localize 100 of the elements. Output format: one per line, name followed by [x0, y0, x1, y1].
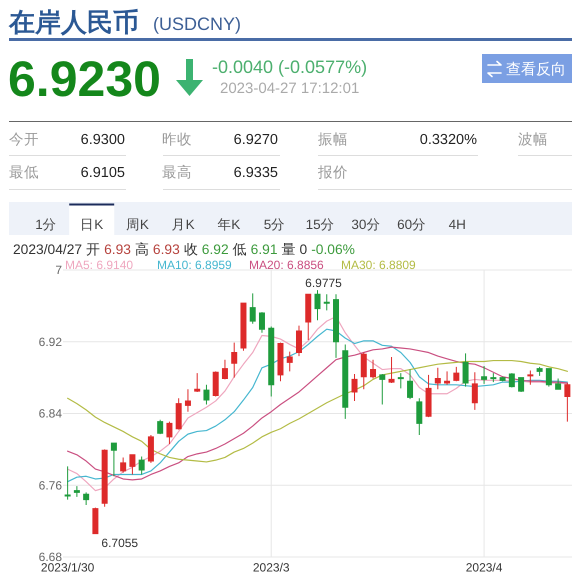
candlestick: [157, 419, 164, 435]
text: 6.91: [250, 242, 278, 257]
candlestick: [518, 377, 524, 392]
candlestick: [416, 398, 422, 436]
x-tick-label: 2023/4: [466, 560, 503, 573]
candlestick: [250, 292, 256, 324]
text: 6.92: [202, 242, 229, 257]
text: 在岸人民币: [8, 7, 139, 37]
candlestick: [296, 325, 302, 357]
candlestick: [324, 294, 330, 311]
candlestick: [360, 352, 367, 390]
text: 2023-04-27 17:12:01: [220, 80, 360, 97]
candlestick: [286, 351, 293, 372]
text: MA30: 6.8809: [341, 258, 416, 272]
candlestick: [370, 359, 376, 380]
candlestick: [240, 302, 246, 352]
text: 6.9270: [234, 132, 278, 148]
text: 0: [300, 242, 308, 257]
candlestick: [398, 372, 404, 389]
text: 日K: [80, 217, 104, 232]
text: 今开: [9, 131, 39, 148]
text: 最低: [9, 165, 39, 181]
text: -0.06%: [311, 242, 355, 257]
candlestick: [555, 378, 562, 390]
line-series: [67, 360, 568, 463]
text: 最高: [162, 164, 192, 181]
candlestick: [333, 294, 340, 358]
candlestick: [184, 388, 191, 412]
button: 查看反向: [482, 54, 572, 83]
text: 收: [184, 242, 198, 257]
candlestick: [166, 421, 172, 444]
candlestick: [129, 454, 136, 475]
candlestick: [342, 344, 348, 420]
candlestick: [546, 368, 552, 388]
text: 60分: [397, 217, 426, 232]
candlestick: [379, 374, 386, 406]
text: 1分: [35, 217, 57, 232]
candlestick: [426, 374, 432, 418]
text: 6.9230: [8, 51, 161, 107]
candlestick: [102, 448, 108, 508]
candlestick: [472, 372, 478, 410]
candlestick: [92, 507, 98, 535]
text: 6.93: [104, 242, 132, 257]
candlestick: [203, 384, 210, 406]
text: 低: [232, 242, 247, 257]
candlestick: [231, 342, 238, 378]
candlestick: [481, 365, 488, 384]
text: 报价: [317, 164, 348, 181]
y-tick-label: 7: [55, 263, 62, 277]
candlestick: [462, 352, 469, 388]
text: 年K: [217, 217, 240, 232]
text: 6.9335: [234, 165, 278, 181]
candlestick: [74, 486, 80, 498]
candlestick: [148, 434, 154, 464]
text: MA5: 6.9140: [65, 258, 134, 272]
text: 30分: [351, 217, 380, 232]
text: 2023/04/27: [13, 242, 82, 257]
text: 量: [282, 242, 296, 257]
y-tick-label: 6.84: [38, 406, 62, 420]
text: 5分: [264, 217, 286, 232]
text: 6.9105: [80, 165, 125, 181]
text: 6.93: [152, 242, 180, 257]
candlestick: [564, 382, 570, 422]
candlestick: [258, 312, 265, 334]
y-tick-label: 6.76: [38, 478, 62, 492]
candlestick: [352, 374, 358, 402]
x-tick-label: 2023/3: [252, 560, 290, 573]
candlestick: [110, 442, 117, 477]
text: 月K: [172, 217, 195, 232]
text: 昨收: [162, 131, 192, 148]
candlestick: [277, 342, 284, 382]
candlestick: [490, 372, 496, 383]
candlestick: [268, 326, 274, 397]
candlestick: [407, 369, 414, 400]
candlestick: [527, 370, 534, 386]
candlestick: [194, 372, 200, 392]
candlestick: [138, 456, 145, 475]
text: 周K: [126, 217, 149, 232]
candlestick: [83, 492, 90, 506]
y-tick-label: 6.92: [38, 334, 62, 349]
candlestick: [434, 367, 441, 390]
candlestick: [453, 366, 460, 382]
text: 4H: [448, 217, 466, 232]
text: 高: [134, 242, 149, 257]
text: MA10: 6.8959: [157, 258, 232, 272]
text: -0.0040 (-0.0577%): [212, 57, 368, 77]
annotation: 6.9775: [305, 276, 342, 290]
candlestick: [64, 466, 71, 500]
candlestick: [222, 359, 228, 380]
candlestick: [314, 290, 320, 321]
text: 0.3320%: [420, 132, 478, 148]
candlestick: [444, 370, 450, 386]
candlestick: [176, 398, 182, 430]
candlestick: [500, 376, 506, 382]
text: 波幅: [518, 131, 548, 148]
text: MA20: 6.8856: [249, 258, 324, 272]
candlestick: [305, 294, 312, 340]
candlestick: [536, 366, 543, 376]
annotation: 6.7055: [101, 536, 138, 550]
candlestick: [120, 456, 126, 474]
